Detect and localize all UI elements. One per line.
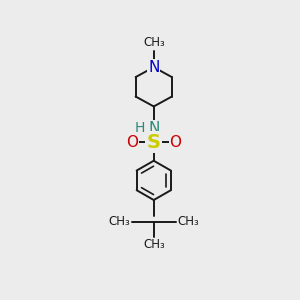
Text: O: O — [169, 135, 181, 150]
Text: CH₃: CH₃ — [177, 215, 199, 229]
Text: N: N — [148, 60, 159, 75]
Text: O: O — [126, 135, 138, 150]
Text: CH₃: CH₃ — [109, 215, 130, 229]
Text: CH₃: CH₃ — [143, 238, 165, 251]
Text: H: H — [134, 122, 145, 135]
Text: N: N — [148, 121, 159, 136]
Text: CH₃: CH₃ — [143, 36, 165, 49]
Text: S: S — [147, 133, 161, 152]
